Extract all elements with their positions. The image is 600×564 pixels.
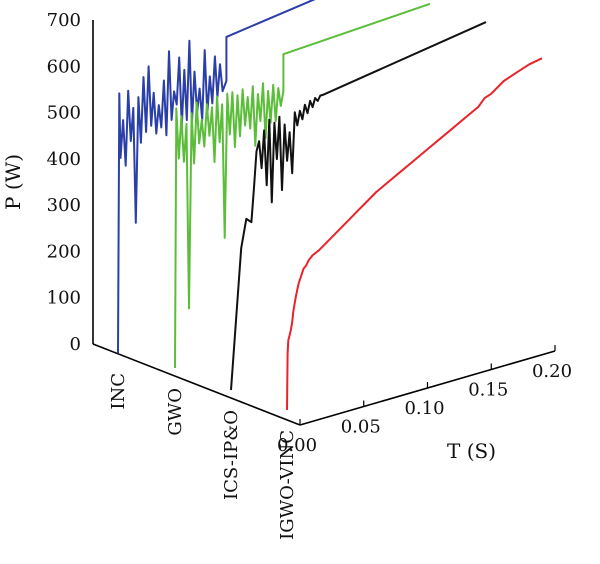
- series-category-label: ICS-IP&O: [221, 410, 242, 500]
- t-axis-ticks: 0.00 0.05 0.10 0.15 0.20: [277, 345, 572, 456]
- series-axis-labels: INC GWO ICS-IP&O IGWO-VINC: [108, 373, 298, 540]
- t-tick-label: 0.20: [532, 361, 572, 382]
- t-tick-label: 0.15: [468, 380, 508, 401]
- t-tick-label: 0.00: [277, 435, 317, 456]
- p-tick-label: 500: [47, 103, 81, 124]
- t-axis-title: T (S): [447, 439, 496, 463]
- p-tick-label: 600: [47, 56, 81, 77]
- p-axis-title: P (W): [1, 154, 25, 210]
- axes: [92, 20, 556, 426]
- series-category-label: IGWO-VINC: [277, 430, 298, 540]
- series-line-2: [174, 2, 431, 369]
- series-category-label: INC: [108, 373, 129, 410]
- series-line-4: [286, 57, 543, 411]
- p-tick-label: 300: [47, 195, 81, 216]
- t-tick-label: 0.10: [404, 398, 444, 419]
- t-tick-label: 0.05: [341, 417, 381, 438]
- p-axis-ticks: 0 100 200 300 400 500 600 700: [47, 10, 81, 355]
- p-tick-label: 100: [47, 288, 81, 309]
- p-tick-label: 200: [47, 241, 81, 262]
- p-tick-label: 0: [70, 334, 81, 355]
- series-line-3: [230, 21, 487, 391]
- p-tick-label: 400: [47, 149, 81, 170]
- p-tick-label: 700: [47, 10, 81, 31]
- series-lines: [117, 0, 543, 411]
- series-category-label: GWO: [165, 388, 186, 436]
- series-axis-line: [92, 343, 301, 426]
- series-line-1: [117, 0, 316, 354]
